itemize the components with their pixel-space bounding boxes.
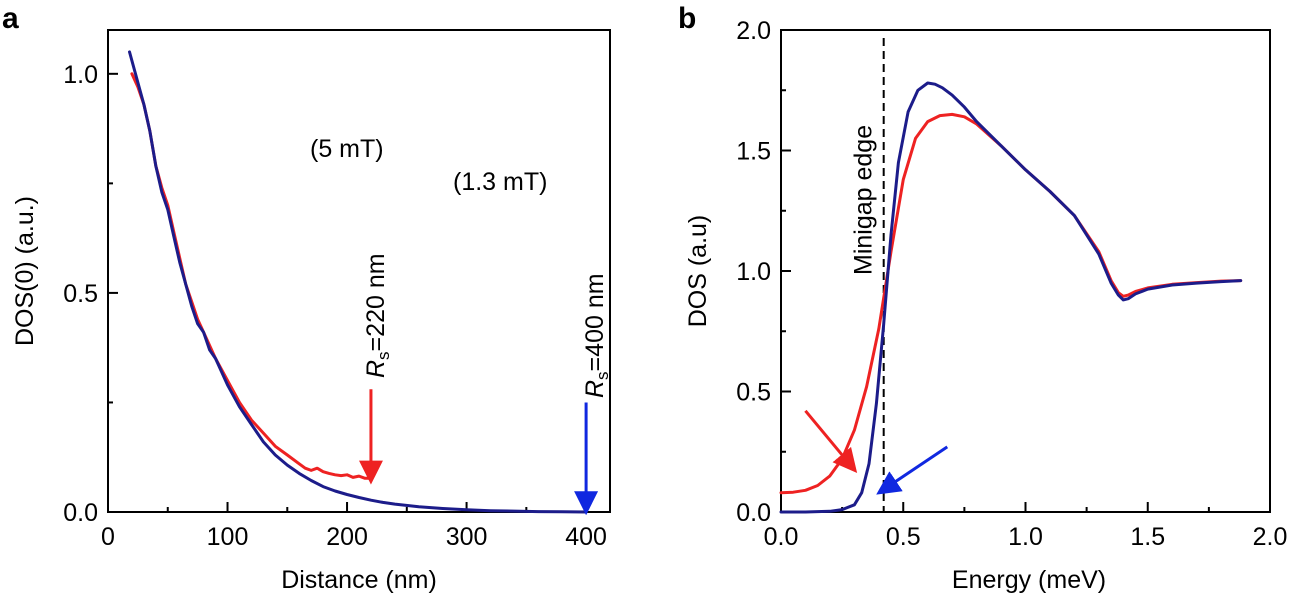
- rs400-value: =400 nm: [581, 273, 609, 371]
- x-tick-label: 100: [207, 523, 249, 551]
- panel-b-label: b: [678, 2, 696, 35]
- y-tick-label: 1.0: [63, 61, 98, 89]
- minigap-edge-label: Minigap edge: [850, 125, 878, 275]
- series-line: [128, 50, 588, 514]
- panel-a: a 0 100 200 300 400 0.0 0.5 1.0 (5 mT) (1.3 mT)…: [2, 2, 612, 594]
- y-tick-label: 0.5: [736, 379, 771, 407]
- rs220-symbol: R: [362, 360, 390, 378]
- y-tick-label: 1.0: [736, 258, 771, 286]
- panel-b-xlabel: Energy (meV): [952, 566, 1106, 594]
- panel-b-ticks: 0.0 0.5 1.0 1.5 2.0 0.0 0.5 1.0 1.5 2.0: [736, 17, 1287, 551]
- annotation-arrow: [804, 409, 858, 474]
- panel-a-ticks: 0 100 200 300 400 0.0 0.5 1.0: [63, 61, 607, 551]
- annotation-5mt: (5 mT): [310, 135, 384, 163]
- rs220-value: =220 nm: [362, 253, 390, 351]
- panel-b: b 0.0 0.5 1.0 1.5 2.0 0.0 0.5 1.0 1.5 2.0 Minigap…: [678, 2, 1287, 594]
- x-tick-label: 0: [101, 523, 115, 551]
- panel-b-ylabel: DOS (a.u): [684, 215, 712, 328]
- panel-a-series: [128, 50, 588, 514]
- y-tick-label: 0.5: [63, 280, 98, 308]
- panel-a-frame: [107, 29, 611, 513]
- x-tick-label: 300: [446, 523, 488, 551]
- rs220-subscript: s: [374, 351, 393, 360]
- y-tick-label: 0.0: [63, 499, 98, 527]
- x-tick-label: 400: [565, 523, 607, 551]
- x-tick-label: 1.5: [1130, 523, 1165, 551]
- annotation-rs-400: Rs=400 nm: [581, 273, 612, 398]
- x-tick-label: 200: [326, 523, 368, 551]
- y-tick-label: 1.5: [736, 138, 771, 166]
- x-tick-label: 0.5: [886, 523, 921, 551]
- panel-a-arrows: [358, 389, 599, 516]
- y-tick-label: 0.0: [736, 499, 771, 527]
- panel-b-arrows: [804, 409, 949, 495]
- series-line: [779, 81, 1243, 514]
- rs400-symbol: R: [581, 380, 609, 398]
- panel-a-xlabel: Distance (nm): [281, 566, 437, 594]
- annotation-1-3mt: (1.3 mT): [453, 168, 547, 196]
- y-tick-label: 2.0: [736, 17, 771, 45]
- annotation-arrow: [876, 445, 949, 495]
- x-tick-label: 1.0: [1008, 523, 1043, 551]
- x-tick-label: 2.0: [1253, 523, 1288, 551]
- annotation-rs-220: Rs=220 nm: [362, 253, 393, 378]
- panel-a-ylabel: DOS(0) (a.u.): [11, 196, 39, 346]
- rs400-subscript: s: [593, 371, 612, 380]
- x-tick-label: 0.0: [764, 523, 799, 551]
- panel-a-label: a: [2, 2, 19, 35]
